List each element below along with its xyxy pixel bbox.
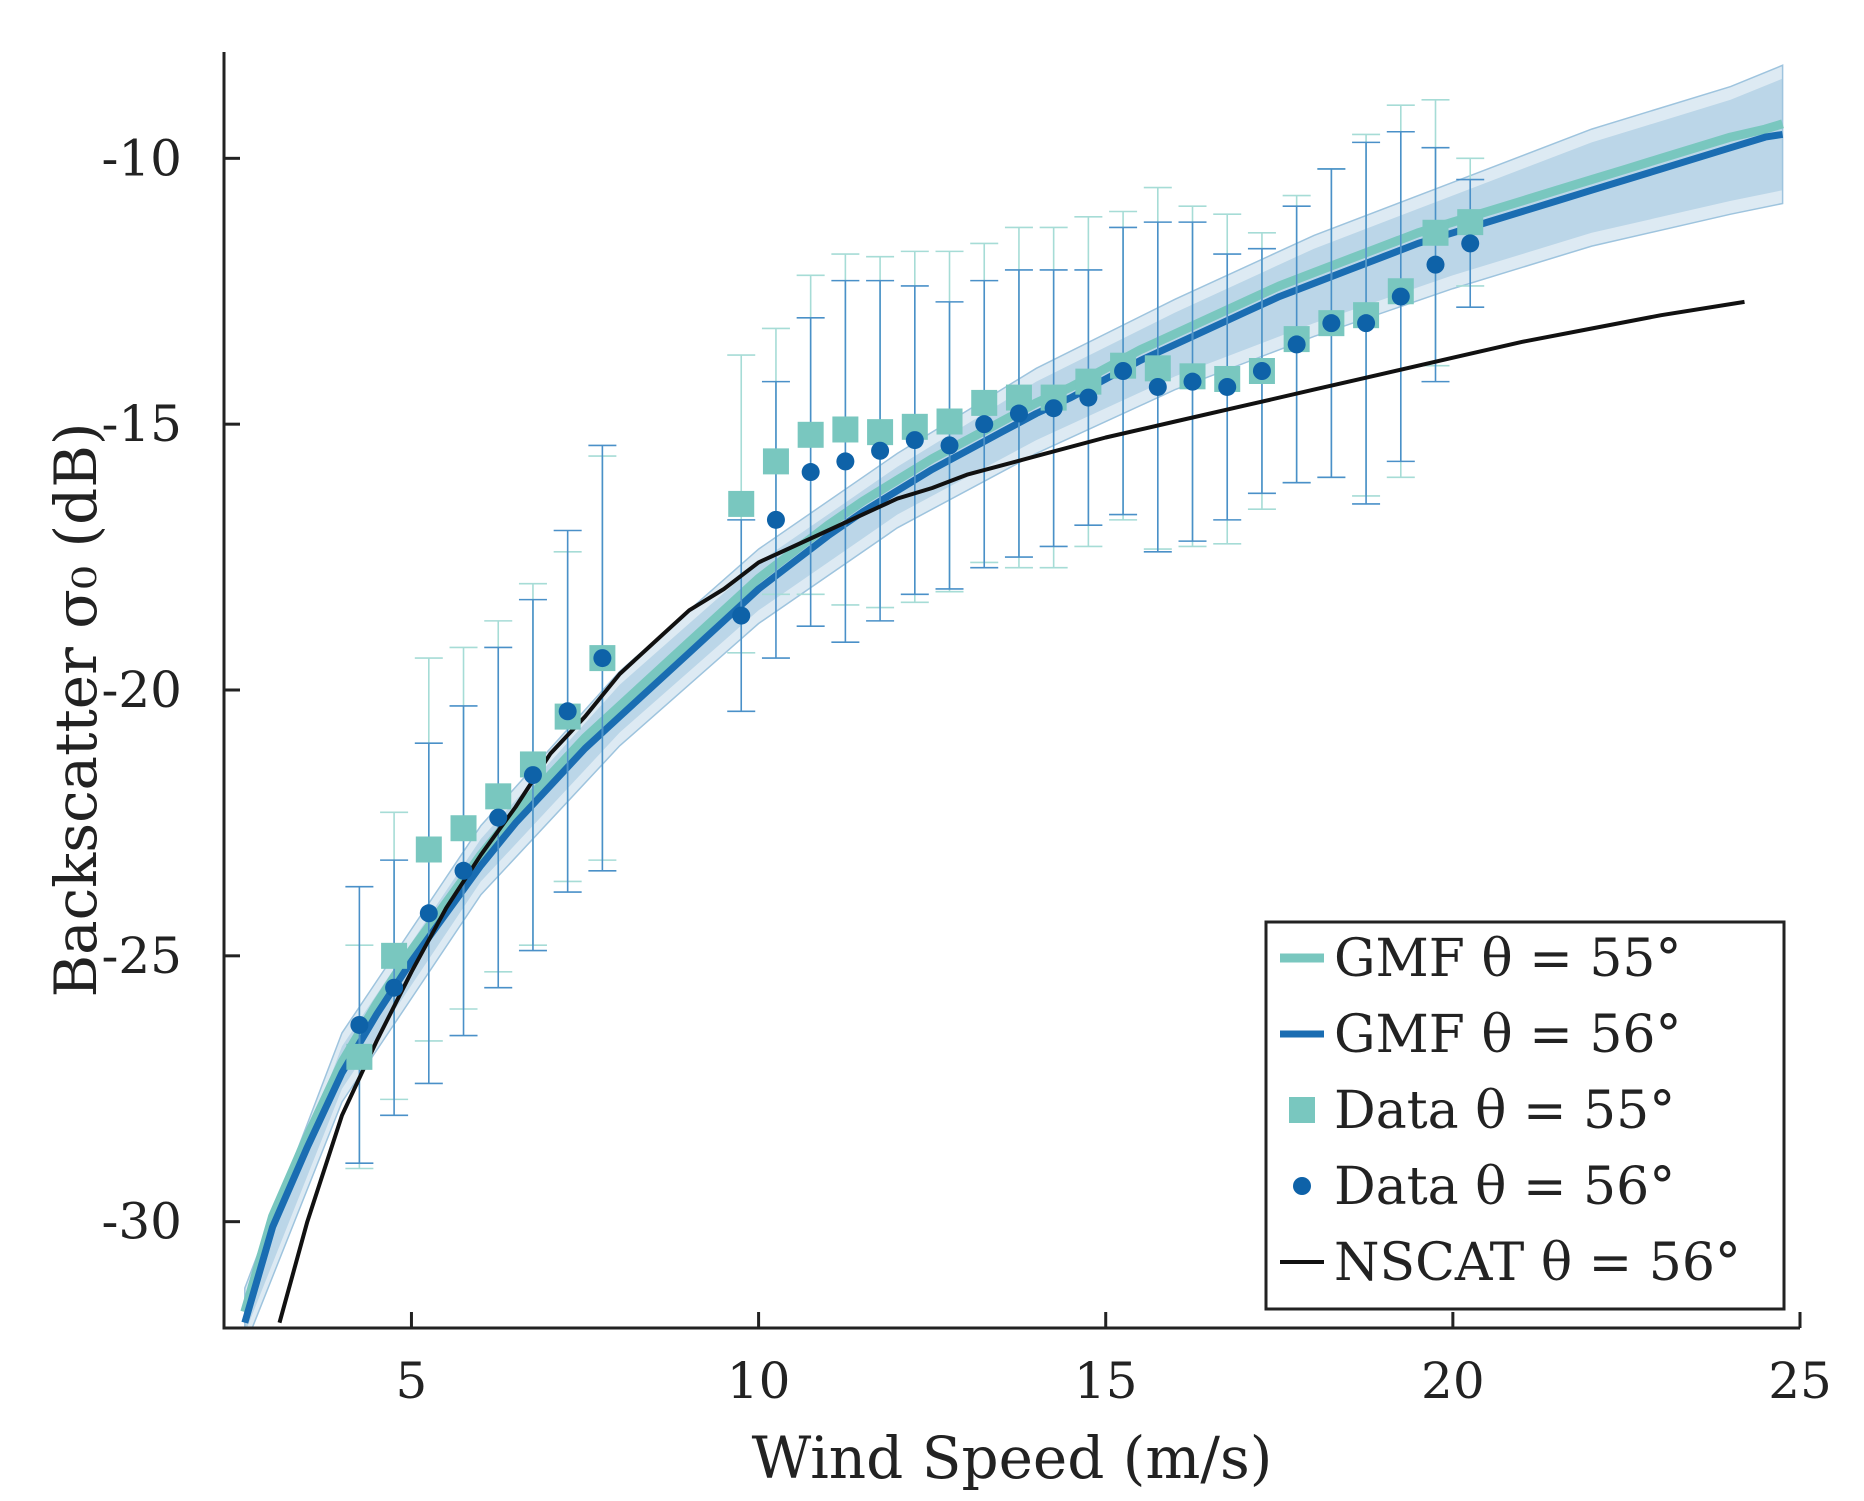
data-55-point <box>728 490 755 517</box>
y-tick-label: -15 <box>101 395 182 453</box>
data-56-point <box>1044 399 1063 418</box>
y-axis-label: Backscatter σ₀ (dB) <box>42 422 110 997</box>
y-tick-label: -30 <box>101 1193 182 1251</box>
data-56-point <box>801 463 820 482</box>
data-55-point <box>797 421 824 448</box>
data-55-point <box>971 389 998 416</box>
data-55-point <box>832 416 859 443</box>
x-tick-label: 5 <box>396 1352 428 1410</box>
y-tick-label: -10 <box>101 129 182 187</box>
data-56-point <box>1079 388 1098 407</box>
data-56-point <box>732 606 751 625</box>
legend-item: Data θ = 55° <box>1289 1081 1675 1141</box>
x-axis-label: Wind Speed (m/s) <box>752 1424 1273 1492</box>
data-56-point <box>1218 377 1237 396</box>
legend-label: NSCAT θ = 56° <box>1334 1233 1741 1293</box>
data-56-point <box>1287 335 1306 354</box>
data-56-point <box>1183 372 1202 391</box>
legend-item: NSCAT θ = 56° <box>1280 1233 1741 1293</box>
data-55-point <box>936 408 963 435</box>
data-55-point <box>762 448 789 475</box>
legend-data-56-swatch <box>1293 1177 1311 1195</box>
data-55-point <box>1422 219 1449 246</box>
data-56-point <box>1114 362 1133 380</box>
data-56-point <box>419 904 438 923</box>
data-56-point <box>1461 234 1480 253</box>
data-56-point <box>1322 314 1341 333</box>
x-tick-label: 20 <box>1421 1352 1485 1410</box>
data-56-point <box>766 510 785 529</box>
data-56-point <box>1357 314 1376 333</box>
data-56-point <box>1148 377 1167 396</box>
data-56-point <box>350 1015 369 1034</box>
data-56-point <box>905 431 924 450</box>
data-55-point <box>867 419 894 446</box>
legend-label: Data θ = 55° <box>1334 1081 1675 1141</box>
legend-data-55-swatch <box>1289 1097 1315 1123</box>
data-56-point <box>836 452 855 471</box>
data-55-point <box>1457 209 1484 236</box>
legend-box <box>1264 920 1786 1311</box>
data-55-point <box>450 815 477 842</box>
legend-label: Data θ = 56° <box>1334 1157 1675 1217</box>
data-56-point <box>940 436 959 455</box>
data-55-point <box>381 942 408 969</box>
data-56-point <box>1252 362 1271 380</box>
axes: 5 10 15 20 25 -30 -25 -20 -15 -10 <box>101 52 1832 1410</box>
data-56-point <box>558 702 577 721</box>
legend-item: GMF θ = 55° <box>1280 929 1682 989</box>
data-56-point <box>1391 287 1410 306</box>
y-tick-label: -25 <box>101 927 182 985</box>
legend-item: Data θ = 56° <box>1293 1157 1675 1217</box>
data-56-point <box>975 415 994 434</box>
nscat-56-line <box>277 299 1745 1324</box>
legend-label: GMF θ = 56° <box>1334 1005 1682 1065</box>
data-56-point <box>1426 255 1445 274</box>
data-55-point <box>1144 355 1171 382</box>
data-56-point <box>1009 404 1028 423</box>
y-tick-label: -20 <box>101 661 182 719</box>
data-56-point <box>454 861 473 880</box>
x-tick-label: 15 <box>1074 1352 1138 1410</box>
x-tick-label: 25 <box>1768 1352 1832 1410</box>
data-56-point <box>871 441 890 460</box>
data-56-point <box>523 766 542 785</box>
confidence-band <box>244 78 1783 1328</box>
legend-label: GMF θ = 55° <box>1334 929 1682 989</box>
plot-content <box>240 64 1784 1328</box>
data-55-point <box>346 1043 373 1070</box>
legend: GMF θ = 55° GMF θ = 56° Data θ = 55° Data θ… <box>1264 920 1786 1311</box>
x-tick-label: 10 <box>727 1352 791 1410</box>
data-55-point <box>485 783 512 810</box>
data-56-point <box>385 978 404 997</box>
data-56-point <box>489 808 508 827</box>
data-55-point <box>415 836 442 863</box>
legend-item: GMF θ = 56° <box>1280 1005 1682 1065</box>
data-56-point <box>593 649 612 668</box>
plot-area <box>240 64 1784 1328</box>
